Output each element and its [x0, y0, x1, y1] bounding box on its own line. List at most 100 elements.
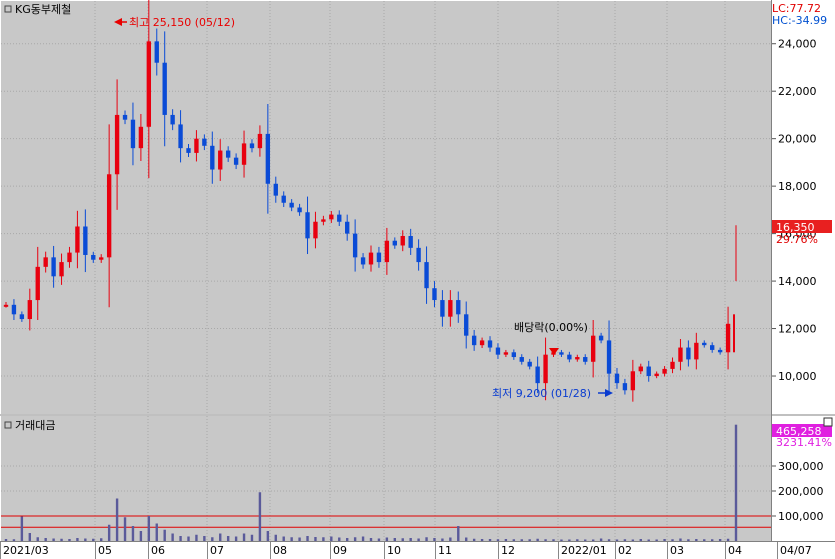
time-tick-label: 12: [501, 544, 515, 557]
volume-bar: [314, 537, 317, 541]
volume-bar: [393, 538, 397, 541]
volume-bar: [623, 539, 627, 541]
current-price-badge: [772, 220, 832, 233]
volume-bar: [266, 531, 270, 541]
volume-current-change: 3231.41%: [776, 436, 832, 449]
time-tick-label: 05: [98, 544, 112, 557]
candle-body: [519, 357, 524, 362]
stock-name: KG동부제철: [15, 3, 71, 16]
volume-bar: [512, 539, 516, 541]
candle-body: [162, 62, 167, 115]
volume-bar: [163, 529, 166, 541]
volume-plot-area[interactable]: [1, 416, 771, 541]
price-plot-area[interactable]: [1, 1, 771, 414]
candle-body: [154, 41, 159, 63]
volume-bar: [84, 538, 87, 541]
volume-bar: [409, 538, 412, 541]
candle-body: [487, 340, 493, 348]
high-annotation: 최고 25,150 (05/12): [129, 16, 235, 29]
volume-bar: [92, 538, 95, 541]
volume-bar: [536, 538, 539, 541]
volume-bar: [68, 539, 71, 541]
candles: [3, 0, 737, 402]
volume-bar: [472, 538, 476, 541]
volume-bar: [520, 539, 523, 541]
volume-bar: [369, 538, 373, 541]
candle-body: [265, 133, 271, 184]
volume-checkbox-icon[interactable]: [4, 421, 12, 429]
candle-body: [233, 157, 239, 165]
candle-body: [448, 300, 453, 317]
volume-bar: [663, 539, 666, 541]
candle-body: [543, 354, 548, 384]
candle-body: [694, 342, 699, 360]
volume-bar: [560, 539, 563, 541]
candle-body: [352, 233, 358, 258]
candle-body: [178, 124, 183, 149]
volume-bars: [4, 424, 738, 541]
volume-bar: [123, 517, 127, 541]
volume-bar: [718, 539, 722, 541]
volume-bar: [552, 539, 555, 541]
volume-bar: [615, 539, 619, 541]
candle-body: [686, 347, 691, 360]
volume-bar: [219, 533, 222, 541]
candle-body: [646, 366, 651, 377]
candle-body: [51, 257, 56, 277]
volume-bar: [361, 536, 365, 541]
volume-bar: [44, 538, 47, 541]
volume-bar: [655, 539, 658, 541]
volume-tick-label: 200,000: [778, 485, 824, 498]
volume-bar: [441, 538, 444, 541]
volume-value-badge: [772, 424, 832, 437]
volume-bar: [504, 539, 508, 541]
time-tick-label: 02: [618, 544, 632, 557]
volume-bar: [330, 536, 333, 541]
volume-reference-lines: [1, 515, 771, 528]
volume-bar: [60, 538, 63, 541]
time-tick-label: 11: [438, 544, 452, 557]
candle-body: [725, 323, 731, 353]
price-panel[interactable]: 10,00012,00014,00016,00018,00020,00022,0…: [1, 0, 832, 414]
candle-body: [210, 145, 215, 170]
volume-bar: [131, 526, 135, 541]
panel-close-icon[interactable]: [823, 417, 833, 427]
candle-body: [35, 266, 40, 301]
price-tick-label: 14,000: [778, 275, 817, 288]
volume-tick-label: 100,000: [778, 510, 824, 523]
high-arrow-icon: [114, 18, 122, 26]
time-tick-label: 2022/01: [561, 544, 607, 557]
candle-body: [368, 252, 374, 265]
volume-bar: [465, 537, 468, 541]
candle-body: [630, 371, 636, 391]
candle-body: [392, 240, 397, 246]
hc-readout: HC:-34.99: [772, 14, 827, 27]
candle-body: [91, 254, 96, 260]
volume-bar: [599, 538, 603, 541]
candle-body: [360, 257, 366, 265]
candle-body: [614, 373, 620, 384]
volume-bar: [12, 539, 16, 541]
volume-bar: [115, 498, 119, 541]
candle-body: [464, 314, 469, 336]
volume-bar: [28, 533, 32, 541]
volume-bar: [290, 537, 293, 541]
volume-bar: [100, 538, 103, 541]
candle-body: [416, 247, 421, 263]
candle-body: [170, 114, 175, 125]
volume-bar: [258, 492, 262, 541]
time-axis-strip: [0, 541, 835, 559]
price-tick-label: 22,000: [778, 85, 817, 98]
candle-body: [43, 257, 48, 267]
volume-bar: [179, 536, 182, 541]
time-tick-label: 09: [333, 544, 347, 557]
time-axis: 2021/03 05 06 07 08 09 10 11 12 2022/01 02 03 04 04/0…: [0, 541, 835, 559]
candle-body: [583, 357, 588, 362]
candle-body: [606, 340, 612, 374]
candle-body: [186, 148, 191, 153]
volume-bar: [242, 533, 246, 541]
volume-panel[interactable]: 100,000 200,000 300,000 거래대금 465,258 3231.…: [1, 416, 833, 541]
header-checkbox-icon[interactable]: [4, 5, 12, 13]
volume-bar: [584, 539, 587, 541]
